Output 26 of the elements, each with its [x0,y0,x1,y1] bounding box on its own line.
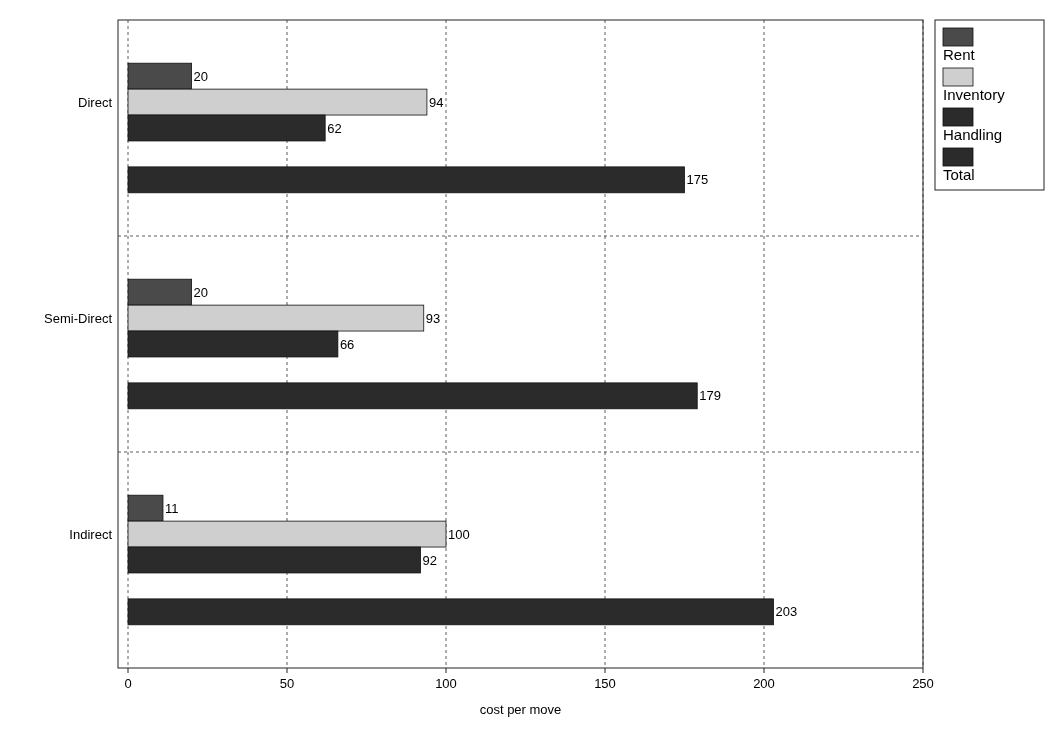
data-label: 66 [339,336,355,352]
data-label: 175 [686,172,709,188]
x-tick-label: 250 [912,676,934,691]
data-label: 93 [425,310,441,326]
y-tick-label: Indirect [69,526,113,542]
x-tick-label: 200 [753,676,775,691]
y-tick-label: Direct [78,94,113,110]
x-tick-label: 50 [279,676,295,691]
data-label: 20 [193,284,209,300]
x-tick-label: 150 [594,676,616,691]
x-tick-label: 0 [124,676,132,691]
data-label: 100 [448,526,470,542]
legend-label: Total [943,166,975,183]
data-label: 62 [327,120,342,136]
data-label: 203 [775,604,798,620]
legend-label: Rent [943,46,976,63]
data-label: 179 [699,388,721,404]
data-label: 92 [422,552,438,568]
x-axis-title: cost per move [479,702,562,717]
data-label: 20 [193,68,209,84]
x-tick-label: 100 [435,676,457,691]
data-label: 94 [428,94,444,110]
legend-label: Inventory [943,86,1006,103]
legend-label: Handling [943,126,1003,143]
data-label: 11 [164,500,179,516]
y-tick-label: Semi-Direct [44,310,113,326]
